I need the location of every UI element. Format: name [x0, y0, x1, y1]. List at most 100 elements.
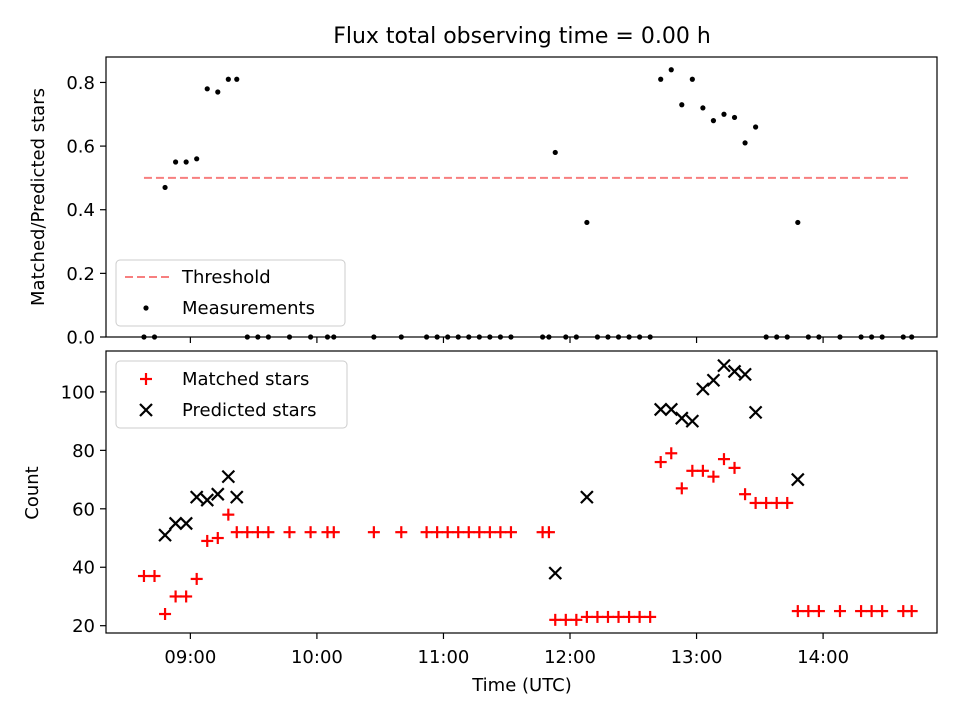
- top-y-tick-label: 0.8: [66, 73, 95, 94]
- predicted-stars-point: [200, 493, 215, 507]
- top-axes: 0.0 0.2 0.4 0.6 0.8: [66, 56, 938, 349]
- matched-stars-point: [420, 526, 433, 539]
- matched-stars-point: [591, 610, 604, 623]
- measurement-point: [795, 219, 801, 226]
- bottom-legend: Matched stars Predicted stars: [115, 360, 348, 429]
- predicted-stars-point: [675, 411, 689, 425]
- bottom-legend-box: [115, 360, 348, 429]
- bottom-panel-counts: 20 40 60 80 100 09:00 10:00 11:00 12:00 13:00 14:0…: [22, 350, 938, 696]
- legend-threshold-label: Threshold: [181, 267, 271, 288]
- matched-stars-point: [222, 508, 235, 521]
- bottom-y-tick-label: 40: [72, 558, 95, 579]
- matched-stars-point: [760, 496, 773, 509]
- matched-stars-point: [304, 526, 317, 539]
- predicted-stars-point: [685, 414, 700, 428]
- measurement-point: [584, 219, 590, 226]
- matched-stars-point: [802, 605, 815, 618]
- legend-measurements-label: Measurements: [182, 298, 315, 319]
- measurement-point: [689, 76, 695, 82]
- measurement-point: [215, 89, 221, 95]
- bottom-y-axis-label: Count: [22, 466, 43, 519]
- bottom-plot-area: [137, 358, 918, 626]
- matched-stars-point: [833, 605, 846, 618]
- top-y-tick-label: 0.6: [66, 137, 95, 158]
- matched-stars-point: [483, 526, 496, 539]
- bottom-axes-frame: [105, 350, 938, 634]
- matched-stars-point: [367, 526, 380, 539]
- x-axis-label: Time (UTC): [471, 675, 572, 696]
- top-y-tick-label: 0.2: [66, 264, 95, 285]
- predicted-stars-point: [221, 469, 236, 484]
- matched-stars-point: [504, 526, 517, 539]
- matched-stars-point: [211, 532, 224, 545]
- measurement-point: [225, 76, 231, 82]
- matched-stars-point: [395, 526, 408, 539]
- predicted-stars-point: [168, 516, 183, 531]
- matched-stars-point: [559, 613, 572, 626]
- matched-stars-point: [148, 570, 161, 583]
- measurement-point: [173, 159, 179, 165]
- matched-stars-point: [241, 526, 254, 539]
- matched-stars-point: [876, 605, 889, 618]
- predicted-stars-point: [653, 402, 668, 417]
- matched-stars-point: [770, 496, 783, 509]
- matched-stars-point: [728, 461, 741, 474]
- predicted-stars-point: [738, 367, 752, 382]
- bottom-axes: 20 40 60 80 100 09:00 10:00 11:00 12:00 13:00 14:0…: [61, 350, 938, 668]
- predicted-stars-point: [211, 487, 225, 501]
- matched-stars-point: [159, 608, 172, 621]
- predicted-stars-point: [706, 373, 721, 388]
- top-y-tick-label: 0.4: [66, 200, 95, 221]
- matched-stars-point: [431, 526, 444, 539]
- top-legend-box: [115, 259, 346, 327]
- matched-stars-point: [441, 526, 454, 539]
- measurement-point: [742, 140, 748, 146]
- matched-stars-point: [462, 526, 475, 539]
- matched-stars-point: [865, 605, 878, 618]
- matched-stars-point: [180, 590, 193, 603]
- matched-stars-point: [601, 610, 614, 623]
- x-tick-label: 09:00: [164, 647, 216, 668]
- matched-stars-point: [654, 456, 667, 469]
- figure-title: Flux total observing time = 0.00 h: [333, 24, 711, 49]
- legend-matched-label: Matched stars: [182, 369, 309, 390]
- matched-stars-point: [686, 464, 699, 477]
- matched-stars-point: [452, 526, 465, 539]
- x-tick-label: 12:00: [544, 647, 596, 668]
- matched-stars-point: [542, 526, 555, 539]
- matched-stars-point: [707, 470, 720, 483]
- matched-stars-point: [570, 613, 583, 626]
- matched-stars-point: [739, 488, 752, 501]
- measurement-point: [668, 67, 674, 73]
- x-tick-label: 14:00: [797, 647, 849, 668]
- matched-stars-point: [717, 453, 730, 466]
- matched-stars-point: [791, 605, 804, 618]
- predicted-stars-point: [179, 516, 193, 531]
- matched-stars-point: [905, 605, 918, 618]
- matched-stars-point: [696, 464, 709, 477]
- measurement-point: [162, 184, 168, 191]
- predicted-stars-point: [696, 382, 710, 396]
- x-tick-label: 10:00: [291, 647, 343, 668]
- top-y-axis-label: Matched/Predicted stars: [28, 88, 49, 306]
- bottom-y-tick-label: 60: [72, 499, 95, 520]
- matched-stars-point: [201, 534, 214, 547]
- legend-measurements-swatch: [143, 305, 149, 311]
- legend-predicted-swatch: [139, 403, 153, 417]
- measurement-point: [679, 102, 685, 108]
- predicted-stars-point: [548, 566, 563, 580]
- matched-stars-point: [473, 526, 486, 539]
- predicted-stars-point: [580, 490, 594, 504]
- measurement-point: [658, 76, 664, 82]
- top-legend: Threshold Measurements: [115, 259, 346, 327]
- matched-stars-point: [633, 610, 646, 623]
- measurement-point: [183, 159, 189, 165]
- top-axes-frame: [105, 56, 938, 338]
- matched-stars-point: [855, 605, 868, 618]
- predicted-stars-point: [189, 490, 204, 504]
- matched-stars-point: [623, 610, 636, 623]
- top-panel-ratio: 0.00.20.40.60.8 Matched/Predicted stars …: [28, 56, 938, 349]
- matched-stars-point: [665, 447, 678, 460]
- measurement-point: [552, 149, 558, 156]
- matched-stars-point: [169, 590, 182, 603]
